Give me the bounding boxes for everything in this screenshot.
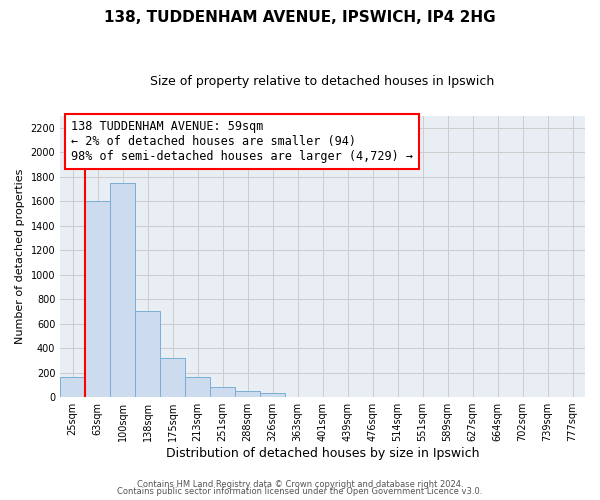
Bar — [110, 183, 135, 397]
Text: Contains HM Land Registry data © Crown copyright and database right 2024.: Contains HM Land Registry data © Crown c… — [137, 480, 463, 489]
Bar — [235, 391, 260, 397]
Text: 138, TUDDENHAM AVENUE, IPSWICH, IP4 2HG: 138, TUDDENHAM AVENUE, IPSWICH, IP4 2HG — [104, 10, 496, 25]
Bar — [135, 312, 160, 397]
Text: Contains public sector information licensed under the Open Government Licence v3: Contains public sector information licen… — [118, 488, 482, 496]
Bar — [185, 378, 210, 397]
Y-axis label: Number of detached properties: Number of detached properties — [15, 168, 25, 344]
Bar — [210, 386, 235, 397]
Bar — [85, 201, 110, 397]
Text: 138 TUDDENHAM AVENUE: 59sqm
← 2% of detached houses are smaller (94)
98% of semi: 138 TUDDENHAM AVENUE: 59sqm ← 2% of deta… — [71, 120, 413, 163]
Bar — [260, 394, 285, 397]
X-axis label: Distribution of detached houses by size in Ipswich: Distribution of detached houses by size … — [166, 447, 479, 460]
Bar — [60, 378, 85, 397]
Title: Size of property relative to detached houses in Ipswich: Size of property relative to detached ho… — [151, 75, 495, 88]
Bar — [160, 358, 185, 397]
